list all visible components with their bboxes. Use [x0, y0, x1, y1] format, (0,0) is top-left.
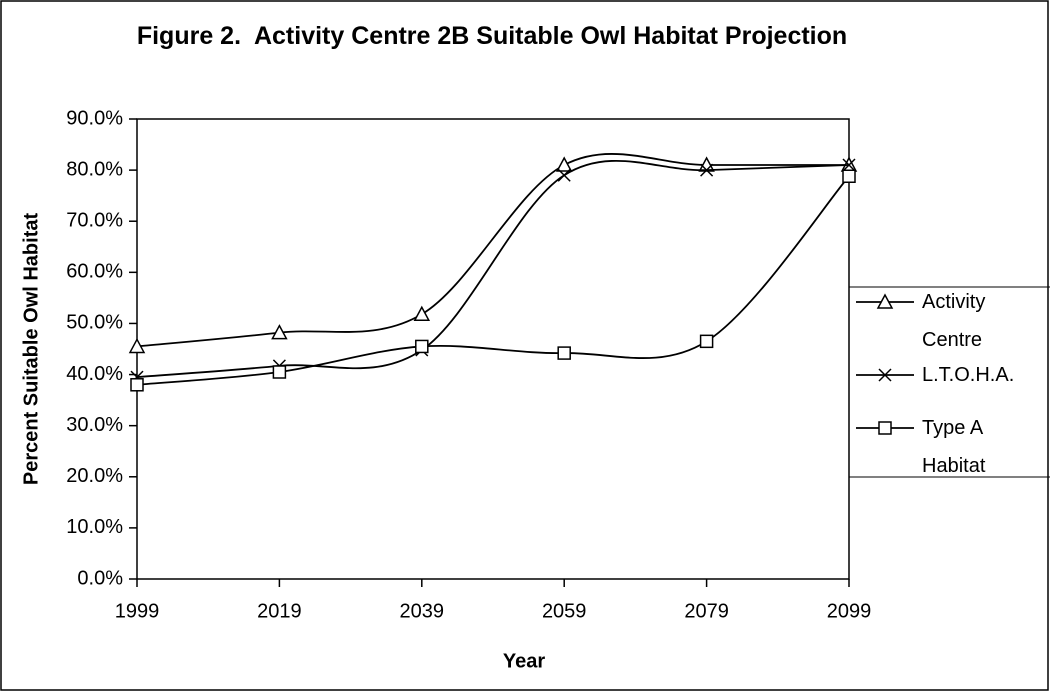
- chart-title: Figure 2. Activity Centre 2B Suitable Ow…: [136, 22, 848, 50]
- legend-marker: [878, 421, 892, 435]
- y-tick-label: 0.0%: [77, 567, 123, 589]
- x-axis-label: Year: [503, 650, 545, 672]
- series-line: [136, 159, 850, 379]
- x-tick-label: 2099: [827, 600, 872, 622]
- legend-marker: [878, 368, 892, 382]
- y-tick-label: 70.0%: [66, 210, 123, 232]
- y-tick-label: 50.0%: [66, 312, 123, 334]
- series-line: [136, 175, 850, 386]
- y-tick-label: 60.0%: [66, 261, 123, 283]
- x-tick-label: 1999: [115, 600, 160, 622]
- data-point: [128, 337, 146, 354]
- data-point: [842, 169, 856, 183]
- y-tick-label: 10.0%: [66, 516, 123, 538]
- x-tick-label: 2019: [257, 600, 302, 622]
- x-tick-label: 2079: [684, 600, 729, 622]
- legend-label: Type A Habitat: [922, 417, 986, 477]
- data-point: [557, 346, 571, 360]
- data-point: [557, 168, 571, 182]
- x-tick-label: 2039: [400, 600, 445, 622]
- legend-label: L.T.O.H.A.: [922, 364, 1015, 386]
- y-tick-label: 40.0%: [66, 363, 123, 385]
- y-tick-label: 30.0%: [66, 414, 123, 436]
- data-point: [272, 365, 287, 379]
- data-point: [271, 324, 288, 340]
- legend-marker: [876, 293, 894, 309]
- y-tick-label: 80.0%: [66, 158, 123, 180]
- data-point: [130, 378, 144, 392]
- series-line: [136, 153, 849, 348]
- y-axis-label: Percent Suitable Owl Habitat: [20, 213, 42, 486]
- y-tick-label: 20.0%: [66, 465, 123, 487]
- data-point: [413, 305, 431, 321]
- data-point: [700, 163, 714, 177]
- data-point: [842, 158, 856, 172]
- data-point: [555, 156, 573, 172]
- data-point: [699, 334, 714, 349]
- y-tick-label: 90.0%: [66, 107, 123, 129]
- legend-label: Activity Centre: [922, 291, 986, 351]
- x-tick-label: 2059: [542, 600, 587, 622]
- data-point: [415, 339, 429, 354]
